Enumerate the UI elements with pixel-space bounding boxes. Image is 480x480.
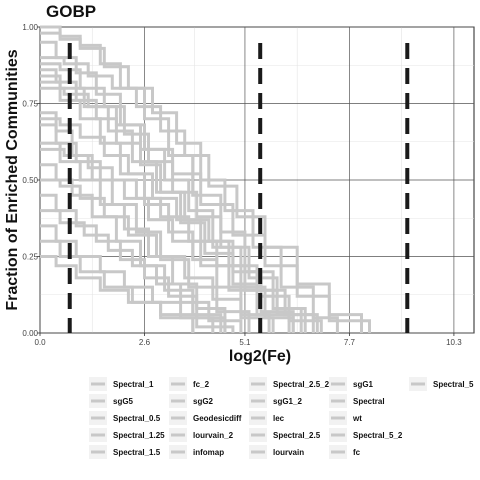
- legend-label: fc_2: [193, 380, 210, 389]
- legend-label: Spectral_0.5: [113, 414, 161, 423]
- x-tick-label: 0.0: [34, 338, 46, 347]
- legend-label: sgG2: [193, 397, 214, 406]
- y-axis-title: Fraction of Enriched Communities: [4, 49, 21, 310]
- legend: Spectral_1 sgG5 Spectral_0.5 Spectral_1.25 S…: [89, 377, 474, 459]
- legend-label: sgG1: [353, 380, 374, 389]
- legend-label: Spectral_5_2: [353, 431, 403, 440]
- series-line-Geodesicdiff: [40, 80, 271, 333]
- legend-label: Spectral: [353, 397, 385, 406]
- legend-label: Spectral_2.5: [273, 431, 321, 440]
- series-line-sgG5: [40, 31, 339, 333]
- y-tick-label: 1.00: [22, 23, 38, 32]
- series-line-lourvain_2: [40, 86, 371, 333]
- series-line-infomap: [40, 111, 251, 333]
- series-lines: [40, 25, 371, 333]
- y-tick-label: 0.50: [22, 176, 38, 185]
- legend-label: lec: [273, 414, 285, 423]
- legend-label: Spectral_2.5_2: [273, 380, 330, 389]
- x-tick-label: 2.6: [139, 338, 151, 347]
- series-line-Spectral_5: [40, 255, 235, 333]
- legend-label: sgG5: [113, 397, 134, 406]
- chart-title: GOBP: [46, 2, 96, 21]
- x-axis-title: log2(Fe): [229, 348, 291, 365]
- legend-label: Spectral_1.5: [113, 448, 161, 457]
- y-tick-label: 0.00: [22, 329, 38, 338]
- legend-label: lourvain: [273, 448, 304, 457]
- series-line-Spectral_2.5: [40, 147, 315, 333]
- legend-label: infomap: [193, 448, 224, 457]
- y-tick-label: 0.25: [22, 253, 38, 262]
- axes: 0.0 2.6 5.1 7.7 10.3 0.00 0.25 0.50 0.75 1.00: [22, 23, 462, 347]
- legend-label: Spectral_5: [433, 380, 474, 389]
- legend-label: Spectral_1: [113, 380, 154, 389]
- x-tick-label: 5.1: [239, 338, 251, 347]
- legend-label: sgG1_2: [273, 397, 302, 406]
- x-tick-label: 10.3: [446, 338, 462, 347]
- plot-area: [39, 25, 475, 334]
- series-line-Spectral_5_2: [40, 224, 215, 333]
- series-line-wt: [40, 209, 243, 333]
- legend-label: fc: [353, 448, 361, 457]
- legend-label: lourvain_2: [193, 431, 234, 440]
- legend-label: Geodesicdiff: [193, 414, 242, 423]
- x-tick-label: 7.7: [344, 338, 356, 347]
- series-line-fc: [40, 239, 195, 333]
- y-tick-label: 0.75: [22, 100, 38, 109]
- legend-label: Spectral_1.25: [113, 431, 165, 440]
- series-line-lec: [40, 141, 227, 333]
- series-line-sgG1: [40, 178, 275, 333]
- legend-label: wt: [352, 414, 362, 423]
